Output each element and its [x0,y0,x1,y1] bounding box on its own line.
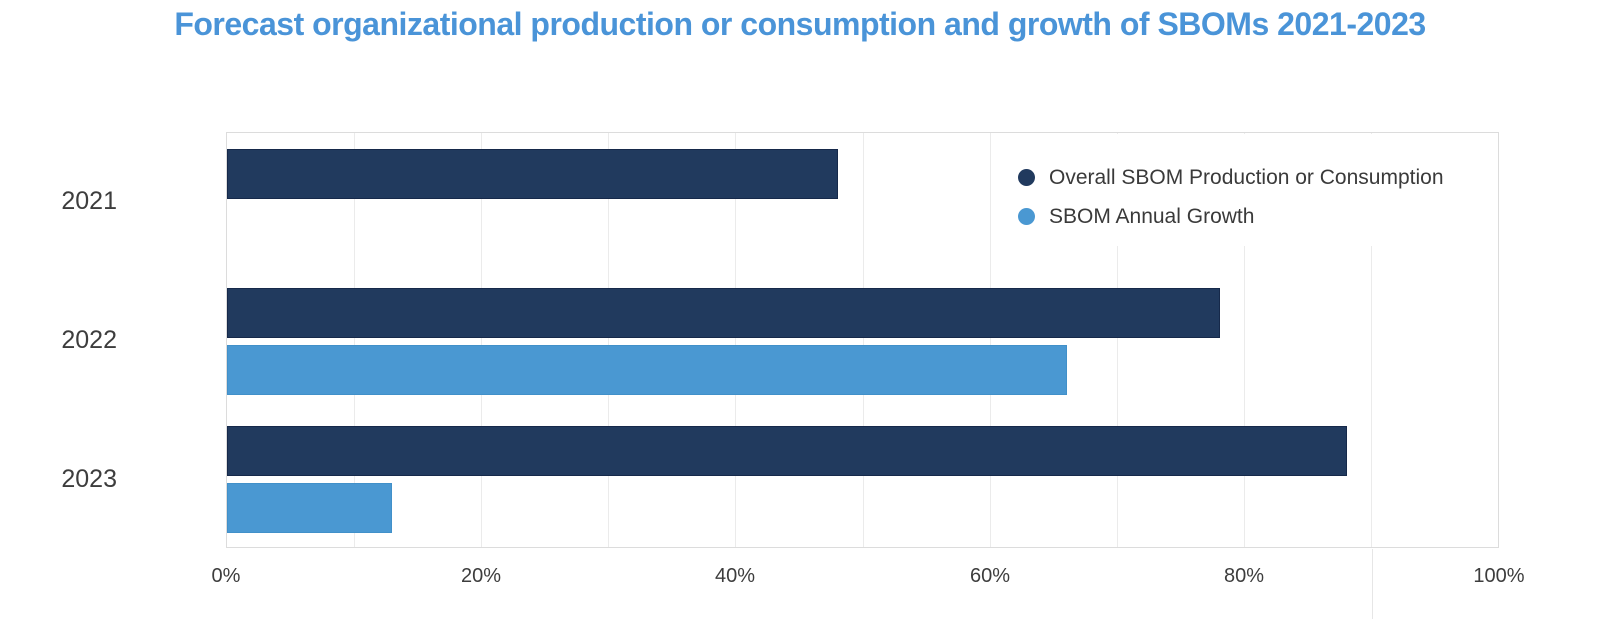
x-axis-tick-100: 100% [1473,565,1525,587]
x-axis-tick-40: 40% [714,565,756,587]
gridline-40 [735,133,737,547]
bar-production-2023[interactable] [227,426,1347,476]
x-axis-tick-0: 0% [211,565,241,587]
crosshair-artifact-line [1372,549,1373,619]
bar-growth-2022[interactable] [227,345,1067,395]
y-axis-label-2022: 2022 [61,326,117,354]
y-axis-label-2023: 2023 [61,465,117,493]
gridline-50 [862,133,864,547]
legend-label-growth: SBOM Annual Growth [1049,204,1255,228]
gridline-90 [1370,133,1372,547]
x-axis-tick-80: 80% [1223,565,1265,587]
gridline-60 [989,133,991,547]
gridline-80 [1243,133,1245,547]
bar-production-2022[interactable] [227,288,1220,338]
gridline-70 [1116,133,1118,547]
gridline-10 [354,133,356,547]
chart-title: Forecast organizational production or co… [174,6,1426,42]
x-axis-tick-60: 60% [969,565,1011,587]
bar-production-2021[interactable] [227,149,838,199]
bar-growth-2023[interactable] [227,483,392,533]
legend-label-production: Overall SBOM Production or Consumption [1049,165,1444,189]
legend-item-growth[interactable]: SBOM Annual Growth [1005,197,1487,236]
legend-marker-growth-icon [1018,208,1035,225]
gridline-30 [608,133,610,547]
y-axis-label-2021: 2021 [61,187,117,215]
legend-marker-production-icon [1018,169,1035,186]
x-axis-tick-20: 20% [460,565,502,587]
legend-item-production[interactable]: Overall SBOM Production or Consumption [1005,158,1487,197]
legend: Overall SBOM Production or Consumption S… [1005,134,1487,246]
gridline-20 [481,133,483,547]
